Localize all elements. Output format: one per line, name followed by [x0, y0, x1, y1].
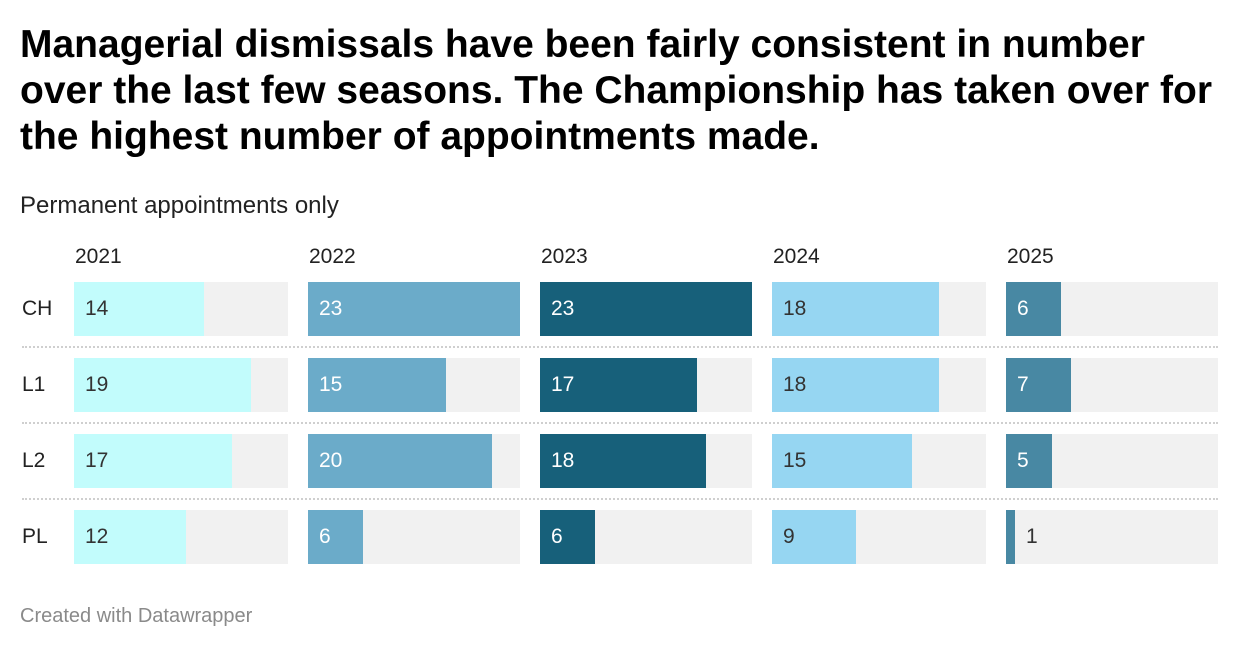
bar-value-label: 7: [1017, 373, 1029, 396]
bar-value-label: 20: [319, 449, 343, 472]
bar-2025-l2[interactable]: [1006, 434, 1052, 488]
bar-value-label: 17: [85, 449, 109, 472]
bar-value-label: 1: [1026, 525, 1038, 548]
chart-title: Managerial dismissals have been fairly c…: [20, 23, 1212, 158]
bar-value-label: 19: [85, 373, 109, 396]
bar-value-label: 17: [551, 373, 575, 396]
chart-subtitle: Permanent appointments only: [20, 192, 339, 219]
bar-2021-pl[interactable]: [74, 510, 186, 564]
row-label-pl: PL: [22, 525, 48, 548]
bar-2024-ch[interactable]: [772, 282, 939, 336]
bar-2024-pl[interactable]: [772, 510, 856, 564]
bar-track-2021-pl: 12: [74, 510, 288, 564]
row-label-l1: L1: [22, 373, 46, 396]
bar-track-2023-ch: 23: [540, 282, 752, 336]
bar-track-2024-l1: 18: [772, 358, 986, 412]
row-label-ch: CH: [22, 297, 53, 320]
bar-value-label: 23: [319, 297, 343, 320]
bar-2022-l1[interactable]: [308, 358, 446, 412]
bar-track-2025-ch: 6: [1006, 282, 1218, 336]
column-header-2023: 2023: [541, 245, 588, 268]
bar-track-2021-l1: 19: [74, 358, 288, 412]
row-separator: [22, 346, 1218, 348]
row-separator: [22, 422, 1218, 424]
bar-track-2022-ch: 23: [308, 282, 520, 336]
bar-value-label: 18: [551, 449, 575, 472]
column-header-2025: 2025: [1007, 245, 1054, 268]
bar-2025-l1[interactable]: [1006, 358, 1071, 412]
bar-value-label: 23: [551, 297, 575, 320]
bar-2023-l1[interactable]: [540, 358, 697, 412]
bar-track-2025-pl: 1: [1006, 510, 1218, 564]
bar-track-2022-l2: 20: [308, 434, 520, 488]
bar-value-label: 15: [783, 449, 807, 472]
bar-track-2021-l2: 17: [74, 434, 288, 488]
bar-2025-pl[interactable]: [1006, 510, 1015, 564]
bar-2021-l1[interactable]: [74, 358, 251, 412]
bar-2021-l2[interactable]: [74, 434, 232, 488]
bar-value-label: 15: [319, 373, 343, 396]
bar-track-2024-ch: 18: [772, 282, 986, 336]
column-header-2022: 2022: [309, 245, 356, 268]
bar-track-2022-l1: 15: [308, 358, 520, 412]
bar-track-2025-l1: 7: [1006, 358, 1218, 412]
bar-2023-ch[interactable]: [540, 282, 752, 336]
bar-value-label: 6: [551, 525, 563, 548]
bar-2024-l2[interactable]: [772, 434, 912, 488]
bar-value-label: 5: [1017, 449, 1029, 472]
bar-track-2024-pl: 9: [772, 510, 986, 564]
column-header-2021: 2021: [75, 245, 122, 268]
bar-track-2023-l1: 17: [540, 358, 752, 412]
bar-2025-ch[interactable]: [1006, 282, 1061, 336]
bar-track-2022-pl: 6: [308, 510, 520, 564]
bar-track-2023-l2: 18: [540, 434, 752, 488]
bar-2022-ch[interactable]: [308, 282, 520, 336]
bar-2021-ch[interactable]: [74, 282, 204, 336]
bar-2023-pl[interactable]: [540, 510, 595, 564]
bar-track-2024-l2: 15: [772, 434, 986, 488]
bar-2022-pl[interactable]: [308, 510, 363, 564]
bar-value-label: 18: [783, 297, 807, 320]
bar-value-label: 6: [1017, 297, 1029, 320]
footer-credit[interactable]: Created with Datawrapper: [20, 605, 253, 627]
row-label-l2: L2: [22, 449, 46, 472]
column-header-2024: 2024: [773, 245, 820, 268]
bar-value-label: 9: [783, 525, 795, 548]
bar-2022-l2[interactable]: [308, 434, 492, 488]
bar-track-2023-pl: 6: [540, 510, 752, 564]
bar-2023-l2[interactable]: [540, 434, 706, 488]
bar-2024-l1[interactable]: [772, 358, 939, 412]
bar-value-label: 18: [783, 373, 807, 396]
bar-track-2025-l2: 5: [1006, 434, 1218, 488]
row-separator: [22, 498, 1218, 500]
bar-value-label: 6: [319, 525, 331, 548]
bar-value-label: 14: [85, 297, 109, 320]
bar-value-label: 12: [85, 525, 109, 548]
bar-track-2021-ch: 14: [74, 282, 288, 336]
